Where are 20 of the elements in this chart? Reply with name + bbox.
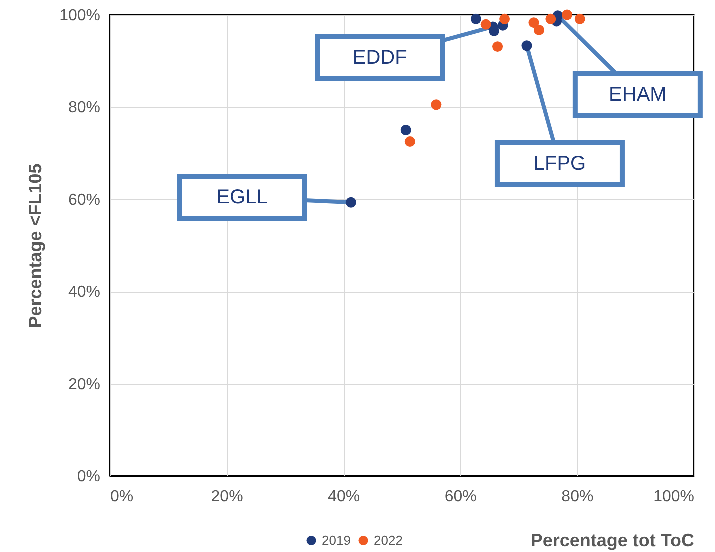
y-tick-label: 0%: [77, 468, 100, 486]
annotation: EDDF: [352, 46, 408, 69]
annotation: EGLL: [216, 186, 268, 209]
x-axis-title: Percentage tot ToC: [530, 530, 694, 550]
legend-label: 2022: [374, 532, 403, 548]
y-axis-title: Percentage <FL105: [26, 164, 46, 328]
x-tick-label: 40%: [328, 488, 360, 506]
annotation: LFPG: [534, 152, 586, 175]
x-tick-label: 80%: [562, 488, 594, 506]
x-tick-label: 100%: [654, 488, 694, 506]
x-tick-label: 60%: [444, 488, 477, 506]
y-tick-label: 100%: [60, 8, 100, 24]
x-tick-label: 20%: [211, 488, 244, 506]
y-tick-label: 40%: [68, 284, 100, 302]
y-tick-label: 20%: [68, 376, 100, 394]
y-tick-label: 80%: [68, 100, 100, 117]
y-tick-label: 60%: [68, 192, 100, 209]
x-tick-label: 0%: [110, 488, 134, 506]
annotation: EHAM: [609, 84, 667, 106]
legend-label: 2019: [322, 532, 351, 548]
